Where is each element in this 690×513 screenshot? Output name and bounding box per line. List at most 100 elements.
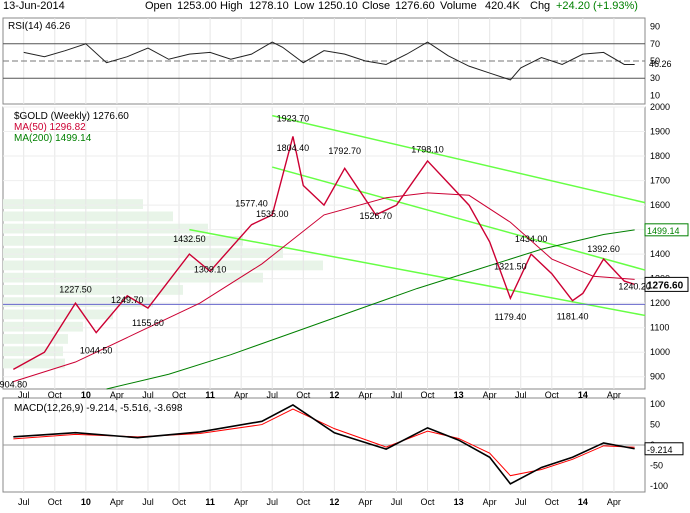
price-annotation: 1227.50 [59, 284, 92, 294]
x-tick-label-macd: Jul [266, 497, 278, 507]
ma200-line [106, 229, 635, 390]
price-annotation: 1392.60 [587, 244, 620, 254]
x-tick-label-macd: Apr [110, 497, 124, 507]
price-y-tick-label: 1600 [650, 200, 670, 210]
macd-y-tick-label: -50 [650, 460, 663, 470]
price-annotation: 1792.70 [328, 146, 361, 156]
volume-by-price-bar [3, 272, 263, 283]
x-tick-label-price: Apr [607, 390, 621, 400]
x-tick-label-macd: Jul [515, 497, 527, 507]
macd-value-box [644, 442, 684, 456]
x-tick-label-macd: Apr [483, 497, 497, 507]
chg-value: +24.20 (+1.93%) [556, 0, 638, 12]
volume-by-price [3, 199, 323, 369]
channel-line [272, 114, 646, 204]
price-y-tick-label: 1700 [650, 176, 670, 186]
low-value: 1250.10 [318, 0, 358, 12]
x-tick-label-macd: Oct [421, 497, 436, 507]
volume-by-price-bar [3, 235, 243, 246]
x-tick-label-macd: 11 [205, 497, 215, 507]
open-caption: Open [145, 0, 172, 12]
rsi-plot [3, 41, 645, 81]
x-tick-label-price: Apr [110, 390, 124, 400]
x-tick-label-price: Oct [48, 390, 63, 400]
x-tick-label-macd: Jul [142, 497, 154, 507]
x-tick-label-macd: Oct [545, 497, 560, 507]
channel-lines [189, 114, 646, 317]
rsi-y-tick-label: 10 [650, 90, 660, 100]
volume-by-price-bar [3, 321, 83, 332]
x-tick-label-price: 13 [454, 390, 464, 400]
volume-by-price-bar [3, 346, 63, 357]
x-tick-label-price: 12 [329, 390, 339, 400]
ma50-line [13, 192, 635, 383]
rsi-y-tick-label: 90 [650, 22, 660, 32]
x-tick-label-macd: 13 [454, 497, 464, 507]
x-tick-label-price: Jul [515, 390, 527, 400]
price-annotation: 1181.40 [557, 312, 589, 322]
x-tick-label-price: Jul [391, 390, 403, 400]
price-annotation: 1321.50 [494, 261, 527, 271]
price-annotation: 1432.50 [173, 234, 206, 244]
x-tick-label-price: Apr [358, 390, 372, 400]
price-annotations: 904.80 1227.50 1044.50 1249.70 1155.60 1432.5… [0, 114, 651, 390]
price-y-tick-label: 1200 [650, 298, 670, 308]
volume-by-price-bar [3, 260, 323, 271]
rsi-title: RSI(14) 46.26 [8, 21, 71, 32]
date-label: 13-Jun-2014 [3, 0, 65, 12]
ma200-legend: MA(200) 1499.14 [14, 133, 92, 144]
rsi-current-value: 46.26 [649, 59, 672, 69]
volume-by-price-bar [3, 297, 153, 308]
price-annotation: 1798.10 [411, 145, 444, 155]
x-tick-label-price: 10 [81, 390, 91, 400]
price-y-tick-label: 1000 [650, 347, 670, 357]
volume-by-price-bar [3, 334, 68, 344]
x-tick-label-price: Oct [545, 390, 560, 400]
rsi-y-tick-label: 50 [650, 56, 660, 66]
x-tick-label-macd: Apr [234, 497, 248, 507]
x-tick-label-macd: Apr [358, 497, 372, 507]
last-price-box [644, 276, 689, 292]
price-title: $GOLD (Weekly) 1276.60 [14, 111, 129, 122]
price-line [13, 136, 635, 370]
close-value: 1276.60 [395, 0, 435, 12]
x-tick-label-price: Jul [142, 390, 154, 400]
price-plot [3, 136, 645, 390]
volume-caption: Volume [440, 0, 477, 12]
volume-value: 420.4K [485, 0, 520, 12]
channel-line [272, 166, 646, 271]
volume-by-price-bar [3, 309, 113, 320]
price-annotation: 1155.60 [132, 318, 164, 328]
rsi-y-tick-label: 70 [650, 39, 660, 49]
price-y-tick-label: 1100 [650, 323, 669, 333]
ma50-legend: MA(50) 1296.82 [14, 122, 86, 133]
volume-by-price-bar [3, 223, 208, 234]
close-caption: Close [362, 0, 391, 12]
price-annotation: 1179.40 [494, 312, 526, 322]
price-annotation: 1526.70 [360, 211, 393, 221]
volume-by-price-bar [3, 358, 65, 369]
macd-line [13, 404, 635, 485]
x-tick-label-macd: Oct [172, 497, 187, 507]
x-tick-label-macd: Jul [391, 497, 403, 507]
price-y-tick-label: 1800 [650, 151, 670, 161]
price-annotation: 1535.00 [256, 209, 289, 219]
macd-y-tick-label: 100 [650, 399, 665, 409]
x-tick-label-macd: Jul [18, 497, 30, 507]
macd-current-value: -9.214 [647, 445, 673, 455]
high-value: 1278.10 [249, 0, 289, 12]
high-caption: High [220, 0, 243, 12]
macd-signal-line [13, 408, 635, 477]
price-annotation: 1044.50 [80, 345, 113, 355]
x-tick-label-price: Oct [421, 390, 436, 400]
x-tick-label-macd: 10 [81, 497, 91, 507]
volume-by-price-bar [3, 248, 283, 259]
price-annotation: 1309.10 [194, 264, 227, 274]
low-caption: Low [294, 0, 315, 12]
x-tick-label-macd: Oct [48, 497, 63, 507]
x-tick-label-price: Oct [172, 390, 187, 400]
x-tick-label-macd: Oct [296, 497, 311, 507]
price-annotation: 904.80 [0, 380, 27, 390]
